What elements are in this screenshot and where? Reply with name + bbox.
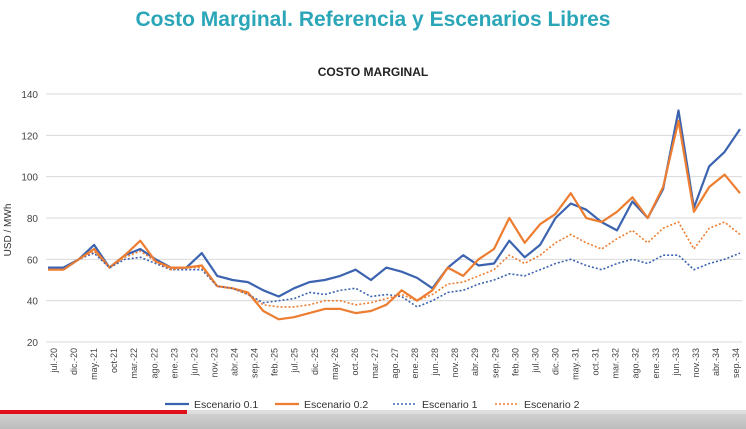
x-tick-label: dic.-30 [550,348,560,375]
y-tick-labels: 20 40 60 80 100 120 140 [21,90,38,349]
chart-container: 20 40 60 80 100 120 140 jul.-20 dic.-20 may.-21 o… [0,52,746,418]
y-tick-label: 100 [21,173,38,184]
x-tick-label: jun.-28 [430,348,440,377]
x-tick-label: ago.-22 [149,348,159,379]
y-tick-label: 20 [27,338,39,349]
x-tick-label: abr.-29 [470,348,480,376]
y-tick-label: 40 [27,297,39,308]
x-tick-label: mar.-32 [611,348,621,379]
x-tick-label: dic.-20 [69,348,79,375]
x-tick-label: jun.-23 [189,348,199,377]
y-tick-label: 60 [27,255,39,266]
x-tick-label: mar.-27 [370,348,380,379]
x-tick-label: jul.-25 [290,348,300,374]
y-tick-label: 120 [21,131,38,142]
x-tick-label: jun.-33 [671,348,681,377]
legend-label: Escenario 0.1 [194,399,258,411]
x-tick-label: sep.-29 [490,348,500,378]
x-tick-label: ene.-33 [651,348,661,379]
y-tick-label: 140 [21,90,38,101]
x-tick-label: feb.-25 [270,348,280,376]
x-tick-label: jul.-30 [530,348,540,374]
x-tick-label: ago.-27 [390,348,400,379]
series-line-escenario-1 [48,252,741,308]
x-tick-label: oct-21 [109,348,119,373]
x-tick-label: nov.-23 [209,348,219,377]
legend: Escenario 0.1 Escenario 0.2 Escenario 1 Esc… [165,399,580,411]
x-tick-label: abr.-24 [230,348,240,376]
x-tick-label: oct.-31 [591,348,601,376]
video-controls-bar [0,414,746,429]
video-progress-fill [0,410,187,414]
gridlines [46,93,742,343]
x-tick-label: ene.-23 [169,348,179,379]
x-tick-label: nov.-33 [691,348,701,377]
x-tick-label: dic.-25 [310,348,320,375]
x-tick-label: feb.-30 [510,348,520,376]
series-line-escenario-2 [48,221,741,308]
x-tick-label: sep.-24 [250,348,260,378]
legend-label: Escenario 0.2 [304,399,368,411]
series-line-escenario-0-2 [48,119,741,321]
slide-title: Costo Marginal. Referencia y Escenarios … [135,8,611,31]
y-tick-label: 80 [27,214,39,225]
x-tick-label: sep.-34 [731,348,741,378]
x-tick-label: may.-31 [571,348,581,380]
video-progress-bar[interactable] [0,410,746,414]
x-tick-label: may.-26 [330,348,340,380]
y-axis-label: USD / MWh [3,204,14,257]
x-tick-label: may.-21 [89,348,99,380]
x-tick-label: nov.-28 [450,348,460,377]
x-tick-label: abr.-34 [711,348,721,376]
x-tick-label: ago.-32 [631,348,641,379]
x-tick-label: oct.-26 [350,348,360,376]
chart-title: COSTO MARGINAL [318,65,428,79]
series-lines [48,109,741,321]
legend-label: Escenario 1 [422,399,478,411]
x-tick-label: mar.-22 [129,348,139,379]
x-tick-labels: jul.-20 dic.-20 may.-21 oct-21 mar.-22 ago.-2… [49,348,741,380]
x-tick-label: ene.-28 [410,348,420,379]
line-chart: 20 40 60 80 100 120 140 jul.-20 dic.-20 may.-21 o… [3,65,742,411]
x-tick-label: jul.-20 [49,348,59,374]
legend-label: Escenario 2 [524,399,580,411]
